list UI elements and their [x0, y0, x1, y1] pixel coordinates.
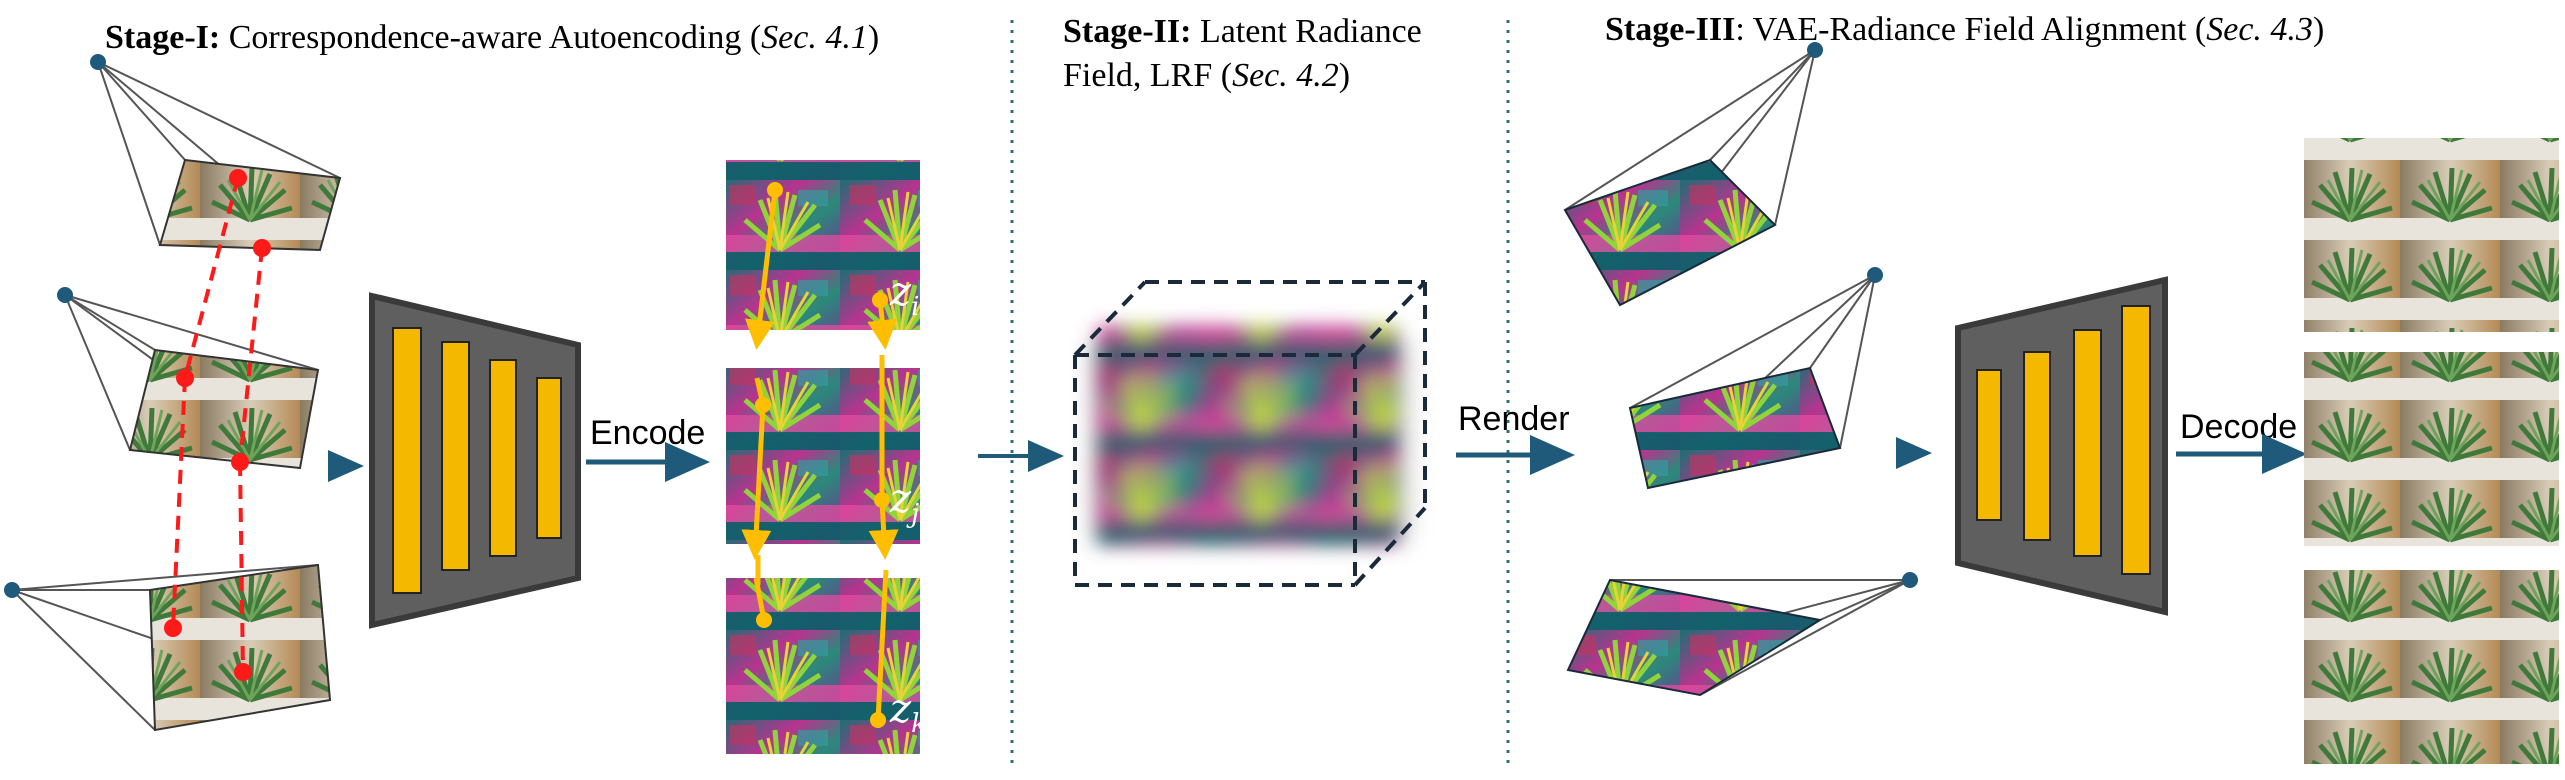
- decode-label: Decode: [2180, 408, 2297, 446]
- correspondence-lines: [164, 169, 271, 681]
- rendered-camera-2: [1628, 267, 1883, 490]
- render-label: Render: [1458, 400, 1570, 438]
- input-view-image: [128, 348, 320, 470]
- input-view-image: [148, 563, 332, 732]
- output-image-3: [2304, 570, 2559, 764]
- latent-label-i: zi: [889, 269, 919, 322]
- latent-radiance-field-cube: [1073, 280, 1427, 587]
- stage-3-title: Stage-III: VAE-Radiance Field Alignment …: [1605, 11, 2324, 48]
- camera-center-icon: [90, 54, 106, 70]
- camera-center-icon: [1902, 572, 1918, 588]
- rendered-latent-view: [1566, 578, 1823, 697]
- input-camera-3: [4, 563, 332, 732]
- camera-center-icon: [1807, 42, 1823, 58]
- encode-label: Encode: [590, 414, 705, 452]
- camera-center-icon: [57, 287, 73, 303]
- stage-2-title-line1: Stage-II: Latent Radiance: [1063, 13, 1422, 50]
- output-image-1: [2304, 138, 2559, 332]
- latent-label-k: zk: [889, 686, 927, 739]
- stage-1-title: Stage-I: Correspondence-aware Autoencodi…: [105, 19, 879, 56]
- input-view-image: [158, 158, 342, 252]
- stage-2-title-line2: Field, LRF (Sec. 4.2): [1063, 57, 1350, 94]
- camera-center-icon: [1867, 267, 1883, 283]
- latent-map-k: [726, 578, 920, 754]
- latent-correspondence-tracks: [741, 182, 899, 728]
- rendered-camera-1: [1563, 42, 1823, 307]
- rendered-latent-view: [1628, 366, 1842, 490]
- decoder-network: [1955, 276, 2168, 616]
- input-camera-1: [90, 54, 342, 252]
- output-image-2: [2304, 352, 2559, 546]
- encoder-network: [369, 292, 581, 629]
- rendered-camera-3: [1566, 572, 1918, 697]
- latent-label-j: zj: [889, 476, 919, 529]
- camera-center-icon: [4, 582, 20, 598]
- rendered-latent-view: [1563, 158, 1777, 307]
